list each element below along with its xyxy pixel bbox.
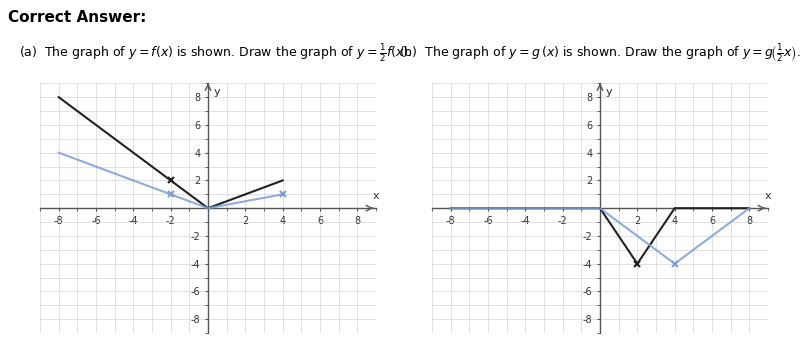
Text: x: x [372, 191, 379, 201]
Text: (a)  The graph of $y = f(x)$ is shown. Draw the graph of $y = \frac{1}{2}f(x)$.: (a) The graph of $y = f(x)$ is shown. Dr… [19, 42, 413, 64]
Text: x: x [764, 191, 771, 201]
Text: Correct Answer:: Correct Answer: [8, 10, 146, 25]
Text: y: y [214, 87, 220, 98]
Text: (b)  The graph of $y = g\,(x)$ is shown. Draw the graph of $y = g\!\left(\frac{1: (b) The graph of $y = g\,(x)$ is shown. … [399, 42, 800, 64]
Text: y: y [606, 87, 612, 98]
